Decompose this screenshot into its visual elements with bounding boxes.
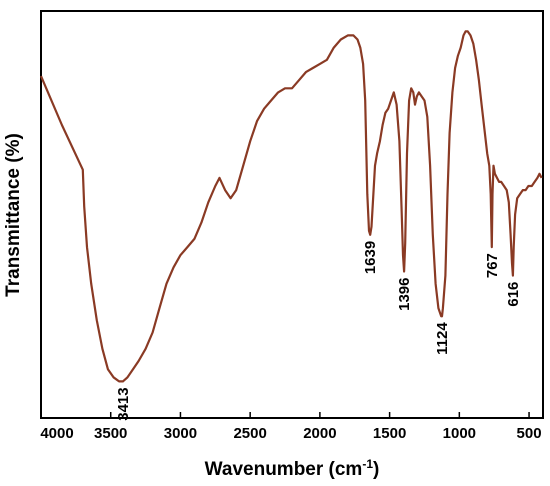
x-tick-label: 1000 <box>443 425 476 442</box>
peak-label: 767 <box>484 253 501 278</box>
x-tick-label: 1500 <box>373 425 406 442</box>
x-axis-title: Wavenumber (cm-1) <box>205 457 380 480</box>
peak-label: 3413 <box>115 387 132 420</box>
peak-label: 1639 <box>362 241 379 274</box>
x-tick-label: 2500 <box>233 425 266 442</box>
peak-label: 616 <box>505 282 522 307</box>
x-axis-tick-labels: 4000 3500 3000 2500 2000 1500 1000 500 <box>40 425 541 442</box>
x-tick-label: 4000 <box>40 425 73 442</box>
x-tick-label: 3500 <box>94 425 127 442</box>
plot-frame <box>40 10 544 419</box>
peak-label: 1396 <box>396 278 413 311</box>
series-line <box>39 30 543 383</box>
y-axis-title: Transmittance (%) <box>3 133 24 297</box>
x-axis-ticks <box>40 412 530 418</box>
x-tick-label: 500 <box>517 425 542 442</box>
peak-label: 1124 <box>434 322 451 355</box>
x-tick-label: 2000 <box>303 425 336 442</box>
x-tick-label: 3000 <box>164 425 197 442</box>
